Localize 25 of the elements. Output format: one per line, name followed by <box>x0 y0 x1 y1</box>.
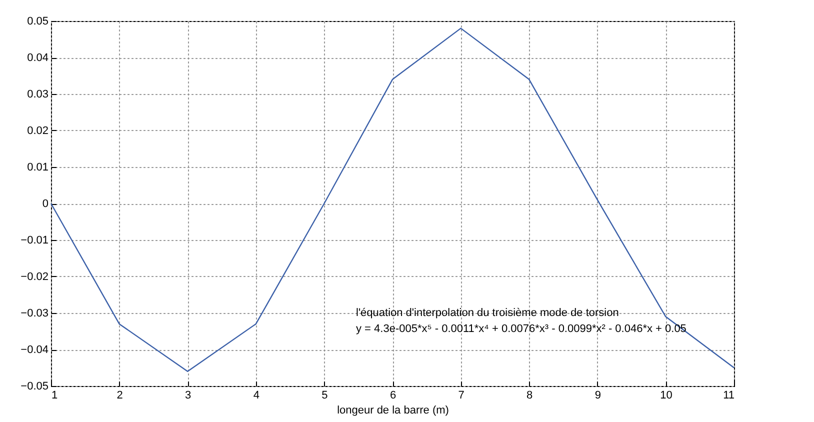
x-tick-label: 10 <box>660 390 672 402</box>
x-tick-label: 7 <box>458 390 464 402</box>
y-tick-label: −0.01 <box>20 234 48 246</box>
x-tick-label: 8 <box>526 390 533 402</box>
y-tick-label: −0.04 <box>20 344 48 356</box>
y-tick-label: 0.05 <box>27 16 48 28</box>
y-tick-label: 0 <box>42 198 48 210</box>
x-tick-label: 9 <box>594 390 601 402</box>
x-tick-label: 4 <box>253 390 260 402</box>
y-tick-label: 0.03 <box>27 88 48 100</box>
x-tick-label: 5 <box>322 390 328 402</box>
x-tick-label: 1 <box>52 390 58 402</box>
y-tick-label: −0.02 <box>20 271 48 283</box>
y-tick-label: 0.01 <box>27 162 48 174</box>
x-tick-label: 6 <box>390 390 396 402</box>
annotation: l'équation d'interpolation du troisième mode de torsion <box>356 307 619 319</box>
y-tick-label: 0.02 <box>27 125 48 137</box>
y-tick-label: −0.03 <box>20 308 48 320</box>
line-series <box>50 28 735 372</box>
y-tick-label: 0.04 <box>27 52 48 64</box>
x-tick-label: 11 <box>723 390 734 402</box>
x-axis-title: longeur de la barre (m) <box>337 404 449 416</box>
x-tick-label: 2 <box>116 390 123 402</box>
x-tick-label: 3 <box>185 390 192 402</box>
y-tick-label: −0.05 <box>20 380 48 392</box>
